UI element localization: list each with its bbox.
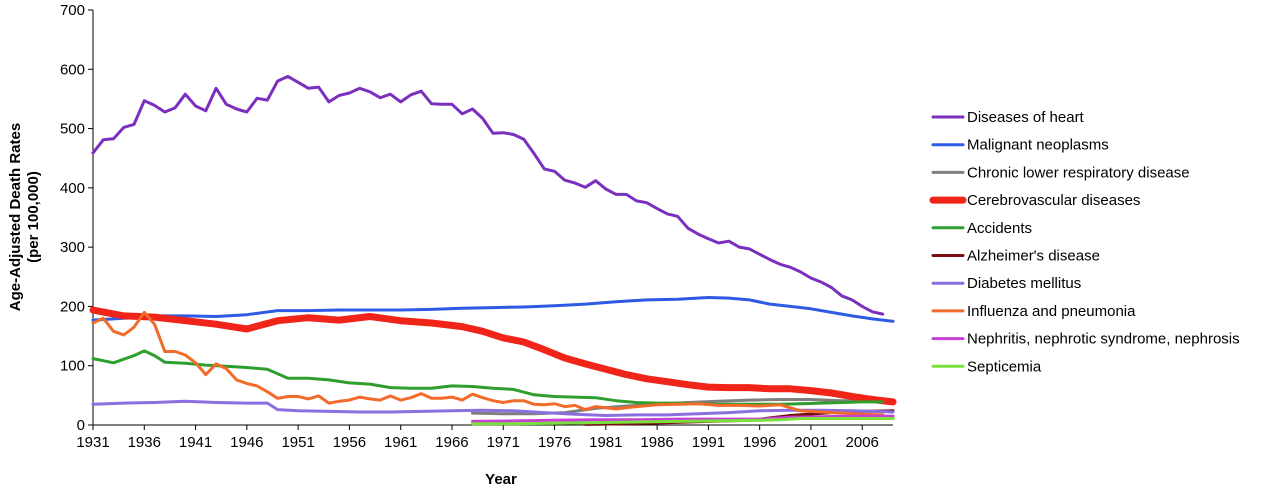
series-line-7 [91,310,885,417]
legend-label-8: Nephritis, nephrotic syndrome, nephrosis [967,331,1240,348]
y-tick-label: 300 [60,239,85,256]
series-lines [89,74,897,426]
y-tick-label: 700 [60,2,85,19]
y-axis-title-line1: Age-Adjusted Death Rates [7,123,24,311]
axes: 0 100 200 300 400 500 600 700 1931 1936 1941 1946 19… [60,2,893,451]
y-axis-title-line2: (per 100,000) [25,171,42,263]
x-tick-label: 1986 [640,434,673,451]
x-tick-label: 1931 [76,434,109,451]
x-tick-label: 1941 [179,434,212,451]
x-tick-label: 1971 [487,434,520,451]
y-tick-label: 400 [60,180,85,197]
legend-label-2: Chronic lower respiratory disease [967,164,1190,181]
series-line-0 [91,74,885,316]
y-tick-label: 200 [60,298,85,315]
x-tick-label: 1956 [333,434,366,451]
series-line-6 [91,399,895,417]
legend: Diseases of heart Malignant neoplasms Chro… [929,109,1240,375]
legend-label-9: Septicemia [967,358,1042,375]
y-tick-label: 100 [60,358,85,375]
legend-label-5: Alzheimer's disease [967,248,1100,265]
x-tick-label: 1991 [692,434,725,451]
x-tick-label: 1936 [128,434,161,451]
legend-label-3: Cerebrovascular diseases [967,192,1140,209]
y-tick-label: 500 [60,121,85,138]
series-line-1 [91,296,895,323]
x-tick-label: 2001 [794,434,827,451]
legend-label-4: Accidents [967,220,1032,237]
x-tick-label: 1951 [281,434,314,451]
legend-label-7: Influenza and pneumonia [967,303,1136,320]
x-tick-label: 2006 [846,434,879,451]
x-axis-title: Year [485,471,517,488]
x-tick-label: 1961 [384,434,417,451]
series-line-8 [471,414,895,423]
y-tick-label: 600 [60,61,85,78]
x-tick-label: 1976 [538,434,571,451]
series-line-3 [89,306,897,406]
y-tick-label: 0 [77,417,85,434]
legend-label-1: Malignant neoplasms [967,137,1109,154]
x-tick-label: 1966 [435,434,468,451]
x-tick-label: 1996 [743,434,776,451]
series-line-4 [91,349,885,406]
legend-label-6: Diabetes mellitus [967,275,1081,292]
x-tick-label: 1981 [589,434,622,451]
x-tick-label: 1946 [230,434,263,451]
series-line-9 [471,417,895,426]
legend-label-0: Diseases of heart [967,109,1085,126]
